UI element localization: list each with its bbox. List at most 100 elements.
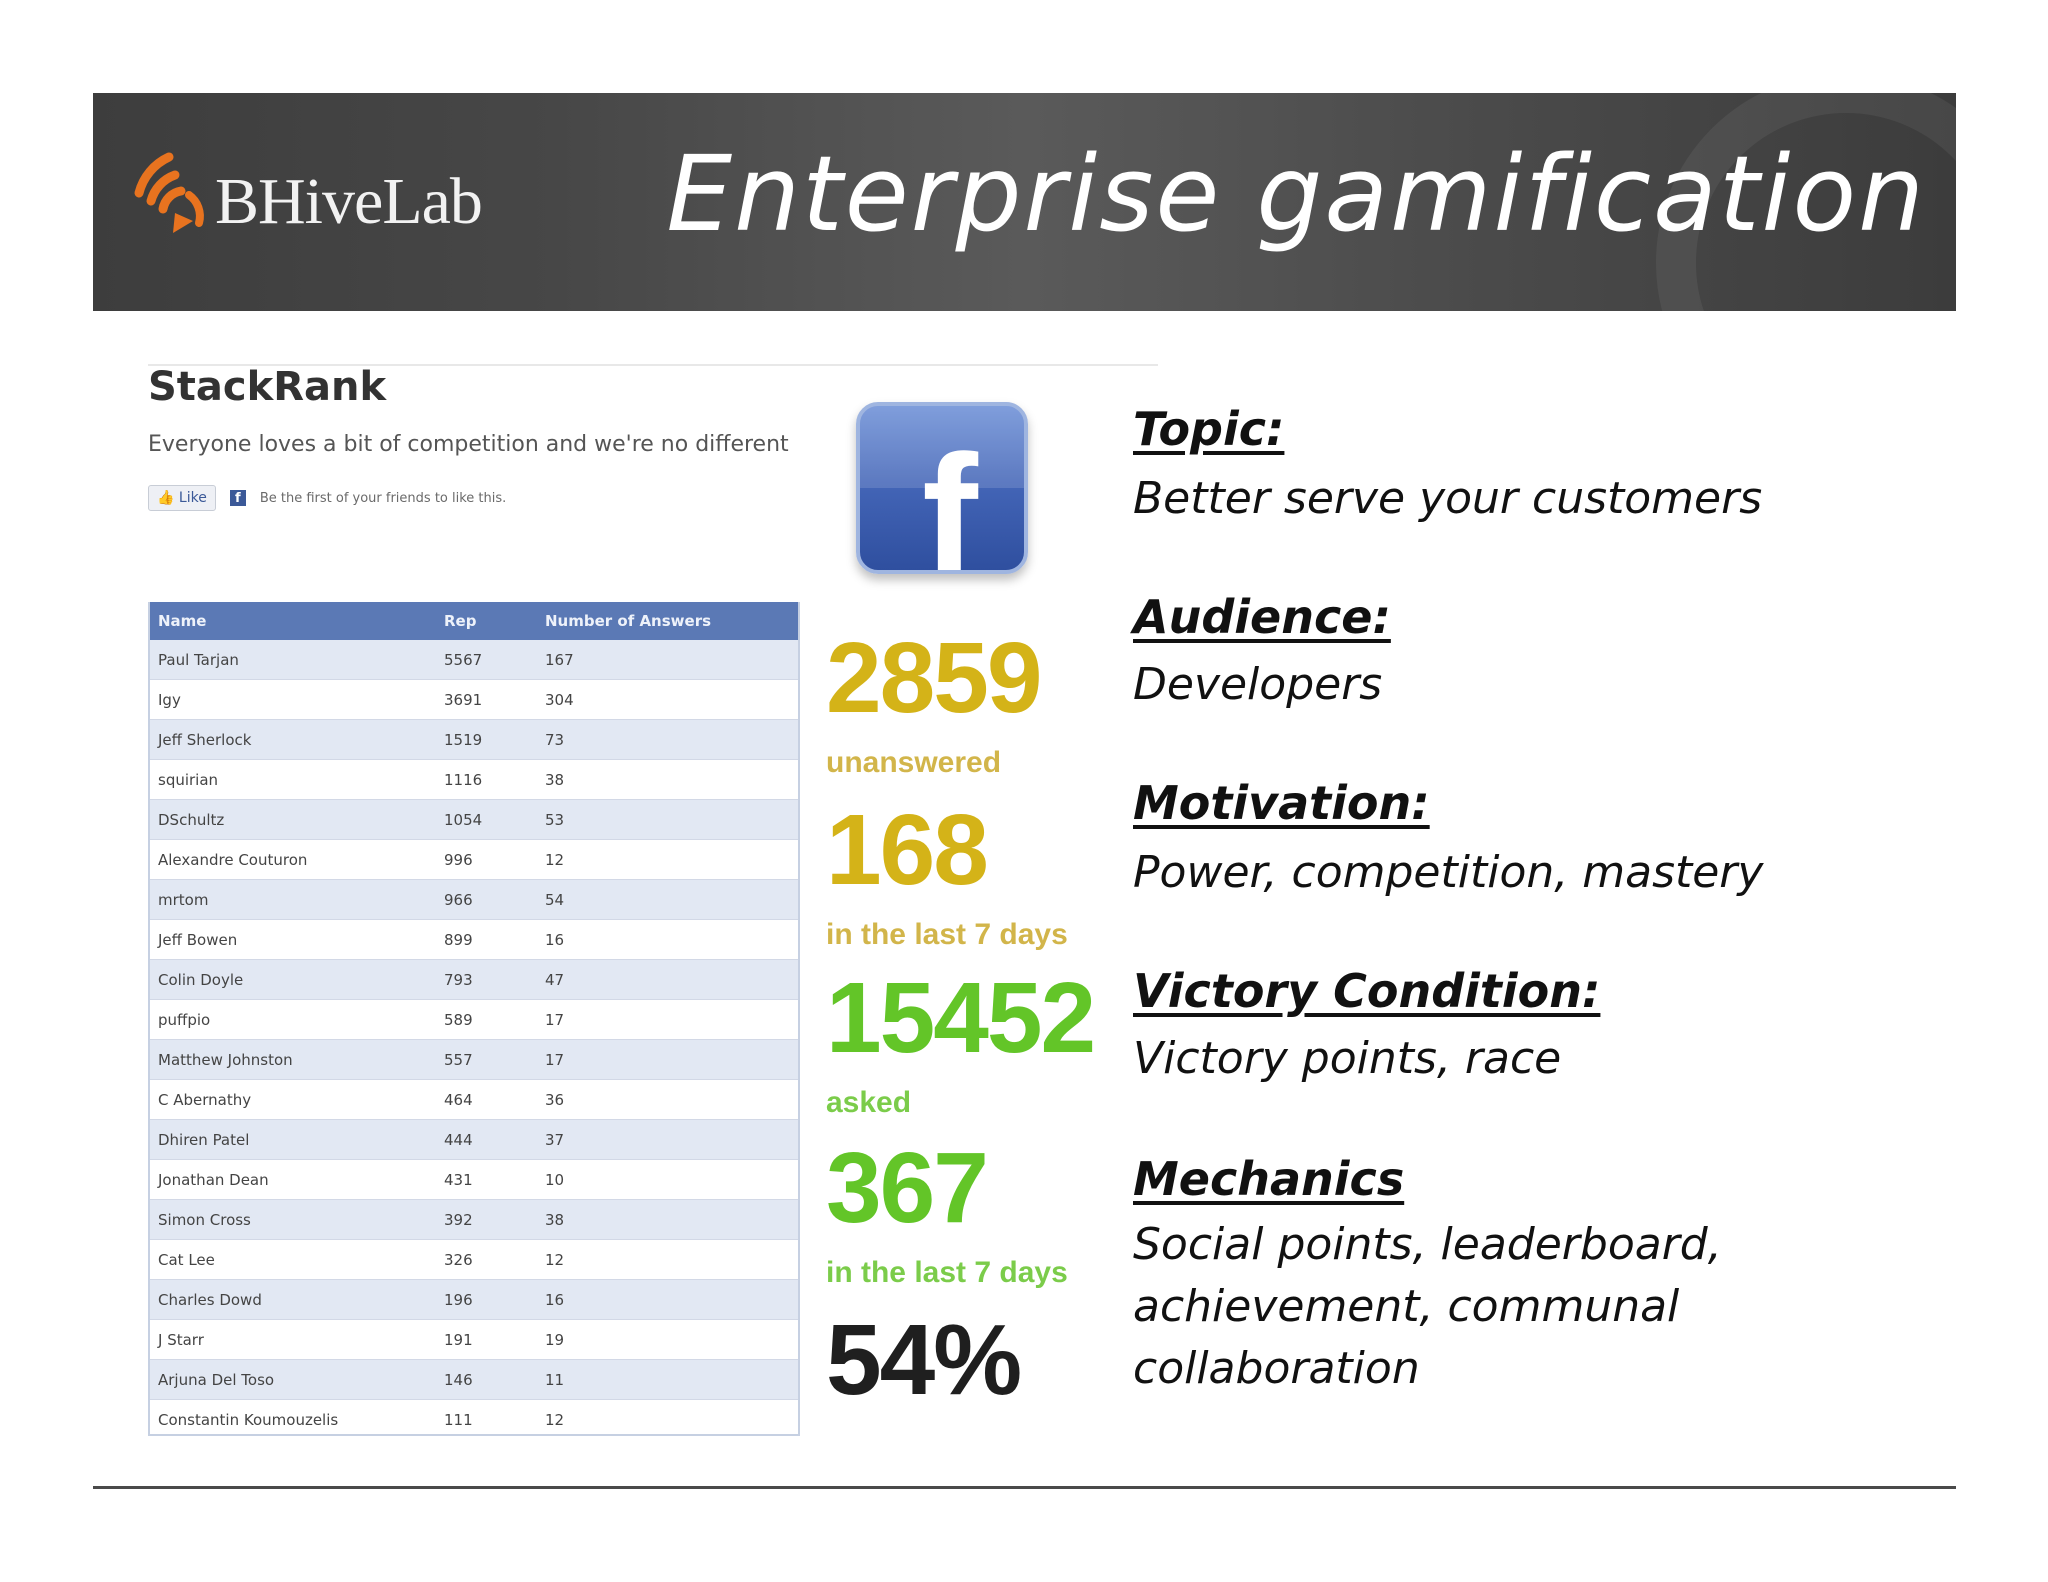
cell-name: squirian: [150, 759, 436, 800]
cell-name: Jeff Bowen: [150, 919, 436, 960]
table-row[interactable]: Cat Lee 326 12: [150, 1239, 798, 1280]
table-row[interactable]: puffpio 589 17: [150, 999, 798, 1040]
column-header-name[interactable]: Name: [150, 602, 436, 640]
mechanics-body-line1: Social points, leaderboard,: [1133, 1219, 1722, 1270]
mechanics-body-line3: collaboration: [1133, 1343, 1420, 1394]
stat-value: 15452: [826, 962, 1096, 1074]
cell-rep: 793: [436, 959, 537, 1000]
stat-percent: 54%: [826, 1304, 1022, 1416]
cell-answers: 12: [537, 1399, 798, 1434]
cell-rep: 1054: [436, 799, 537, 840]
facebook-small-icon: f: [229, 490, 246, 506]
table-row[interactable]: Alexandre Couturon 996 12: [150, 839, 798, 880]
cell-name: Simon Cross: [150, 1199, 436, 1240]
cell-rep: 3691: [436, 679, 537, 720]
table-row[interactable]: J Starr 191 19: [150, 1319, 798, 1360]
cell-name: C Abernathy: [150, 1079, 436, 1120]
table-row[interactable]: Igy 3691 304: [150, 679, 798, 720]
cell-rep: 146: [436, 1359, 537, 1400]
stat-value: 54%: [826, 1304, 1022, 1416]
table-row[interactable]: C Abernathy 464 36: [150, 1079, 798, 1120]
stat-asked-7days: 367: [826, 1138, 989, 1238]
like-button[interactable]: 👍 Like: [148, 485, 216, 511]
cell-name: Paul Tarjan: [150, 640, 436, 680]
table-row[interactable]: Colin Doyle 793 47: [150, 959, 798, 1000]
table-row[interactable]: Jeff Sherlock 1519 73: [150, 719, 798, 760]
cell-rep: 444: [436, 1119, 537, 1160]
table-row[interactable]: Constantin Koumouzelis 111 12: [150, 1399, 798, 1434]
cell-name: Colin Doyle: [150, 959, 436, 1000]
table-row[interactable]: DSchultz 1054 53: [150, 799, 798, 840]
leaderboard-table: Name Rep Number of Answers Paul Tarjan 55…: [148, 602, 800, 1436]
cell-rep: 111: [436, 1399, 537, 1434]
table-row[interactable]: squirian 1116 38: [150, 759, 798, 800]
stat-label: unanswered: [826, 746, 1002, 779]
table-row[interactable]: Jeff Bowen 899 16: [150, 919, 798, 960]
topic-body: Better serve your customers: [1133, 473, 1763, 524]
cell-name: Jonathan Dean: [150, 1159, 436, 1200]
table-row[interactable]: Paul Tarjan 5567 167: [150, 640, 798, 680]
mechanics-heading: Mechanics: [1133, 1152, 1405, 1206]
cell-rep: 196: [436, 1279, 537, 1320]
facebook-icon: f: [856, 402, 1028, 574]
table-row[interactable]: Charles Dowd 196 16: [150, 1279, 798, 1320]
victory-heading: Victory Condition:: [1133, 964, 1601, 1018]
cell-rep: 1519: [436, 719, 537, 760]
like-bar: 👍 Like f Be the first of your friends to…: [148, 485, 506, 511]
cell-name: mrtom: [150, 879, 436, 920]
stat-value: 168: [826, 794, 989, 906]
cell-name: J Starr: [150, 1319, 436, 1360]
column-header-rep[interactable]: Rep: [436, 602, 537, 640]
cell-answers: 16: [537, 1279, 798, 1320]
cell-answers: 38: [537, 1199, 798, 1240]
cell-answers: 53: [537, 799, 798, 840]
stat-unanswered: 2859: [826, 622, 1042, 734]
motivation-heading: Motivation:: [1133, 776, 1430, 830]
cell-name: Jeff Sherlock: [150, 719, 436, 760]
table-header-row: Name Rep Number of Answers: [150, 602, 798, 640]
like-button-label: Like: [178, 490, 207, 506]
bottom-divider: [93, 1486, 1956, 1489]
cell-answers: 167: [537, 640, 798, 680]
cell-name: Arjuna Del Toso: [150, 1359, 436, 1400]
stat-label: asked: [826, 1086, 912, 1119]
table-row[interactable]: Dhiren Patel 444 37: [150, 1119, 798, 1160]
cell-name: Igy: [150, 679, 436, 720]
stat-value: 2859: [826, 622, 1042, 734]
cell-name: DSchultz: [150, 799, 436, 840]
cell-rep: 557: [436, 1039, 537, 1080]
cell-name: puffpio: [150, 999, 436, 1040]
column-header-answers[interactable]: Number of Answers: [537, 602, 798, 640]
table-row[interactable]: Simon Cross 392 38: [150, 1199, 798, 1240]
cell-answers: 12: [537, 1239, 798, 1280]
stat-asked: 15452: [826, 962, 1096, 1074]
stat-label: in the last 7 days: [826, 918, 1068, 951]
cell-rep: 326: [436, 1239, 537, 1280]
cell-name: Matthew Johnston: [150, 1039, 436, 1080]
stat-unanswered-7days: 168: [826, 794, 989, 906]
cell-rep: 996: [436, 839, 537, 880]
cell-answers: 73: [537, 719, 798, 760]
topic-heading: Topic:: [1133, 402, 1285, 456]
stackrank-subtitle: Everyone loves a bit of competition and …: [148, 432, 789, 457]
motivation-body: Power, competition, mastery: [1133, 847, 1764, 898]
stat-label-asked: asked: [826, 1086, 911, 1120]
table-row[interactable]: Jonathan Dean 431 10: [150, 1159, 798, 1200]
cell-answers: 11: [537, 1359, 798, 1400]
table-row[interactable]: mrtom 966 54: [150, 879, 798, 920]
cell-answers: 19: [537, 1319, 798, 1360]
cell-answers: 38: [537, 759, 798, 800]
cell-answers: 36: [537, 1079, 798, 1120]
cell-answers: 17: [537, 999, 798, 1040]
cell-rep: 966: [436, 879, 537, 920]
stackrank-title: StackRank: [148, 364, 387, 410]
cell-rep: 191: [436, 1319, 537, 1360]
table-row[interactable]: Matthew Johnston 557 17: [150, 1039, 798, 1080]
thumbs-up-icon: 👍: [157, 490, 175, 506]
signal-waves-icon: [134, 152, 204, 233]
table-row[interactable]: Arjuna Del Toso 146 11: [150, 1359, 798, 1400]
cell-rep: 5567: [436, 640, 537, 680]
cell-rep: 589: [436, 999, 537, 1040]
mechanics-body-line2: achievement, communal: [1133, 1281, 1680, 1332]
